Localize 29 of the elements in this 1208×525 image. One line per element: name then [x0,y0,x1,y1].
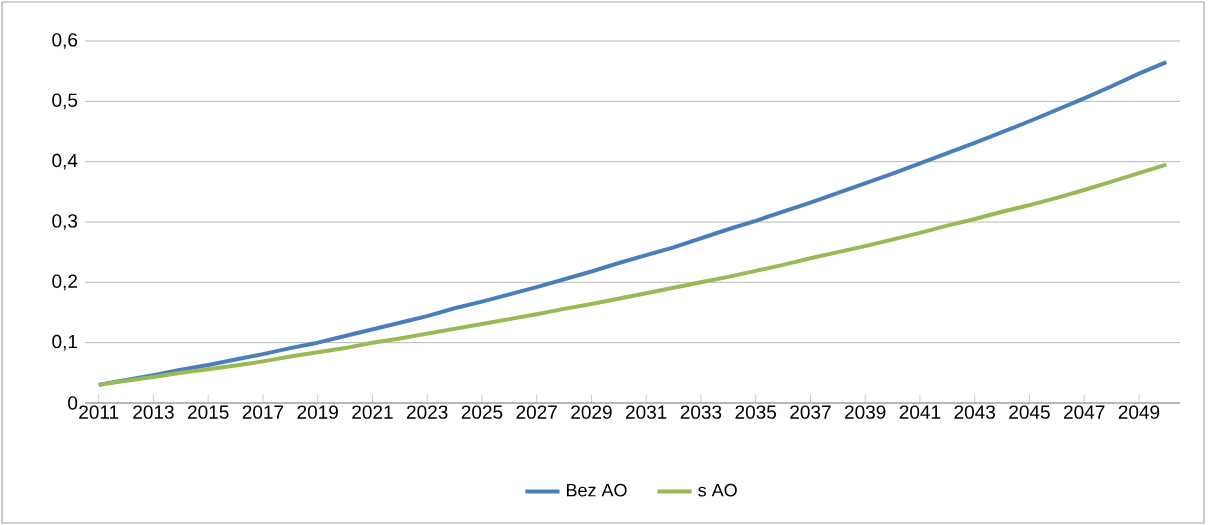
x-tick-label: 2031 [626,405,667,419]
x-tick-label: 2039 [845,405,886,419]
x-tick-label: 2013 [133,405,174,419]
legend-label: Bez AO [566,483,627,497]
y-tick-label: 0,4 [52,153,78,170]
y-tick-label: 0,3 [52,214,78,230]
y-tick-label: 0,5 [52,93,78,110]
x-tick-label: 2019 [297,405,338,419]
x-tick-label: 2049 [1118,405,1160,419]
y-tick-label: 0 [68,396,78,410]
x-tick-label: 2041 [899,405,941,419]
y-tick-label: 0,1 [52,334,77,351]
x-tick-label: 2037 [790,405,831,419]
x-tick-label: 2011 [79,405,119,419]
y-tick-label: 0,2 [52,274,77,291]
x-tick-label: 2043 [954,405,995,419]
x-tick-label: 2027 [516,405,557,419]
x-tick-label: 2045 [1009,405,1050,419]
x-tick-label: 2017 [242,405,284,419]
x-tick-label: 2015 [188,405,229,419]
x-tick-label: 2035 [735,405,777,419]
x-tick-label: 2033 [680,405,722,419]
y-tick-label: 0,6 [52,33,78,49]
x-tick-label: 2047 [1064,405,1105,419]
x-tick-label: 2029 [571,405,612,419]
x-tick-label: 2023 [407,405,448,419]
x-tick-label: 2021 [352,405,393,419]
legend-label: s AO [698,483,737,497]
x-tick-label: 2025 [461,405,503,419]
